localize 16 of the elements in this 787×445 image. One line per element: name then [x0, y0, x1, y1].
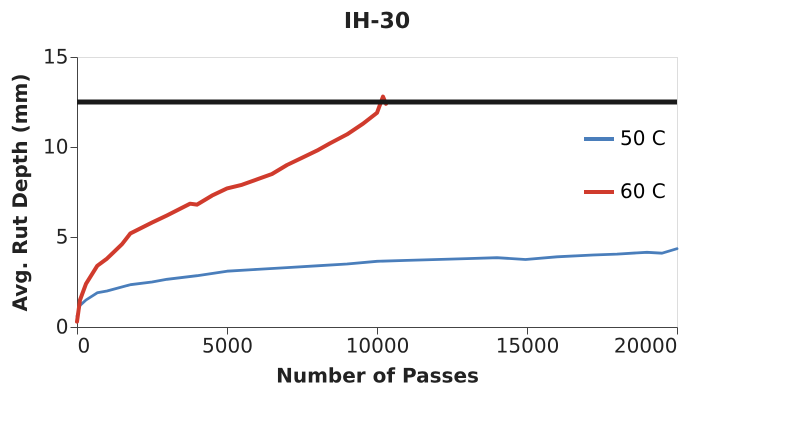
x-tick-label: 20000 — [614, 334, 678, 358]
y-tick-label: 15 — [43, 44, 68, 68]
legend-label: 60 C — [620, 179, 666, 203]
chart-title: IH-30 — [344, 9, 410, 34]
line-series — [76, 247, 678, 318]
x-axis-title: Number of Passes — [276, 364, 479, 388]
x-tick-label: 0 — [78, 334, 90, 358]
y-tick-label: 0 — [56, 314, 68, 338]
y-tick-label: 5 — [56, 224, 68, 248]
y-tick-label: 10 — [43, 134, 68, 158]
legend-label: 50 C — [620, 126, 666, 150]
x-tick-label: 15000 — [496, 334, 560, 358]
x-tick-label: 5000 — [202, 334, 253, 358]
x-tick-label: 10000 — [346, 334, 410, 358]
y-axis-title: Avg. Rut Depth (mm) — [8, 73, 32, 312]
line-series — [75, 94, 388, 324]
